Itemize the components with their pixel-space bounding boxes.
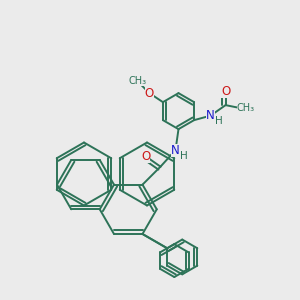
Text: N: N xyxy=(206,109,215,122)
Text: O: O xyxy=(145,87,154,100)
Text: O: O xyxy=(141,150,150,163)
Text: H: H xyxy=(215,116,223,126)
Text: O: O xyxy=(221,85,230,98)
Text: H: H xyxy=(180,151,188,160)
Text: CH₃: CH₃ xyxy=(128,76,146,86)
Text: CH₃: CH₃ xyxy=(237,103,255,113)
Text: N: N xyxy=(171,144,180,157)
